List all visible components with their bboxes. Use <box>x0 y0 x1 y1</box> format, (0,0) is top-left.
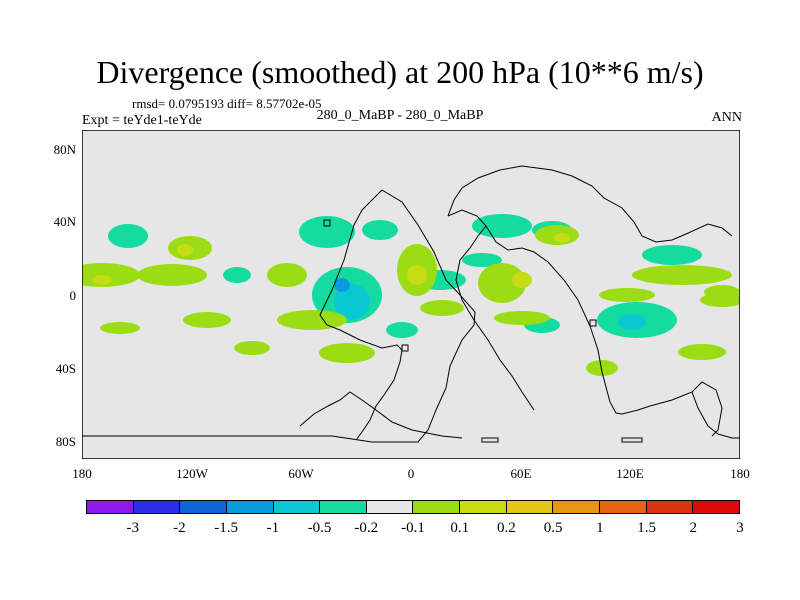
experiment-text: Expt = teYde1-teYde <box>82 113 202 128</box>
x-tick-180e: 180 <box>730 466 750 481</box>
continent-outlines <box>82 165 740 443</box>
coastline <box>447 209 723 437</box>
x-tick-120w: 120W <box>176 466 208 481</box>
patch-neg-strong <box>618 314 646 330</box>
patch-neg <box>299 216 355 248</box>
colorbar-label: 3 <box>736 520 744 536</box>
coastline <box>447 165 733 243</box>
patch-pos <box>478 263 526 303</box>
patch-pos-strong <box>512 272 532 288</box>
patch-pos <box>100 322 140 334</box>
colorbar-segment <box>86 500 134 514</box>
colorbar-label: 1.5 <box>637 520 656 536</box>
patch-pos-strong <box>177 244 193 256</box>
x-tick-0: 0 <box>407 466 415 481</box>
case-text: 280_0_MaBP - 280_0_MaBP <box>316 108 484 123</box>
colorbar-label: 0.2 <box>497 520 516 536</box>
y-tick-40n: 40N <box>53 214 76 229</box>
patch-pos <box>319 343 375 363</box>
patch-pos-strong <box>407 265 427 285</box>
patch-pos-strong <box>92 275 112 285</box>
colorbar-label: -3 <box>126 520 139 536</box>
colorbar-label: 0.1 <box>450 520 470 536</box>
patch-pos <box>599 288 655 302</box>
colorbar-segment <box>133 500 181 514</box>
colorbar-label: 0.5 <box>543 520 563 536</box>
patch-neg-stronger <box>334 278 350 292</box>
coastline <box>319 189 403 441</box>
patch-pos <box>420 300 464 316</box>
colorbar-label: -1 <box>266 520 280 536</box>
colorbar-segment <box>366 500 414 514</box>
patch-pos <box>267 263 307 287</box>
y-tick-80s: 80S <box>55 434 76 449</box>
colorbar-segment <box>320 500 367 514</box>
colorbar-segment <box>273 500 321 514</box>
island <box>323 219 331 227</box>
patch-pos <box>183 312 231 328</box>
patch-pos <box>494 311 550 325</box>
patch-neg <box>472 214 532 238</box>
patch-neg <box>462 253 502 267</box>
island <box>621 437 643 443</box>
colorbar <box>86 500 740 514</box>
patch-neg-strong <box>334 284 370 320</box>
patch-pos-strong <box>554 233 570 243</box>
island <box>589 319 597 327</box>
colorbar-segment <box>226 500 274 514</box>
patch-pos <box>586 360 618 376</box>
island <box>481 437 499 443</box>
season-label: ANN <box>711 110 742 125</box>
coastline <box>455 225 535 411</box>
colorbar-segment <box>553 500 601 514</box>
y-tick-40s: 40S <box>55 361 76 376</box>
x-tick-180w: 180 <box>72 466 92 481</box>
colorbar-label: -0.5 <box>307 520 332 536</box>
patch-neg <box>386 322 418 338</box>
map-svg <box>82 130 740 459</box>
colorbar-segment <box>693 500 740 514</box>
coastline <box>299 391 463 439</box>
colorbar-label: 1 <box>596 520 604 536</box>
x-tick-60w: 60W <box>288 466 314 481</box>
colorbar-segment <box>460 500 507 514</box>
plot-title: Divergence (smoothed) at 200 hPa (10**6 … <box>96 54 704 90</box>
colorbar-segment <box>600 500 647 514</box>
colorbar-segment <box>413 500 461 514</box>
map-panel <box>82 130 740 459</box>
colorbar-label: -0.2 <box>354 520 379 536</box>
patch-neg <box>108 224 148 248</box>
island <box>401 344 409 352</box>
colorbar-label: 2 <box>689 520 698 536</box>
x-tick-60e: 60E <box>510 466 532 481</box>
y-tick-80n: 80N <box>53 142 76 157</box>
colorbar-segment <box>506 500 554 514</box>
patch-pos <box>234 341 270 355</box>
rmsd-text: rmsd= 0.0795193 diff= 8.57702e-05 <box>132 96 322 111</box>
patch-pos <box>678 344 726 360</box>
coastline <box>82 189 476 443</box>
patch-neg <box>362 220 398 240</box>
patch-neg <box>223 267 251 283</box>
colorbar-label: -2 <box>173 520 186 536</box>
patch-pos <box>632 265 732 285</box>
patch-pos <box>137 264 207 286</box>
patch-pos <box>277 310 347 330</box>
patch-pos <box>700 293 740 307</box>
colorbar-label: -0.1 <box>401 520 425 536</box>
colorbar-segment <box>646 500 694 514</box>
y-tick-0: 0 <box>69 288 77 303</box>
x-tick-120e: 120E <box>616 466 644 481</box>
coastline <box>691 391 740 439</box>
contour-patches <box>82 214 740 376</box>
patch-neg <box>642 245 702 265</box>
colorbar-segment <box>180 500 227 514</box>
colorbar-label: -1.5 <box>214 520 239 536</box>
